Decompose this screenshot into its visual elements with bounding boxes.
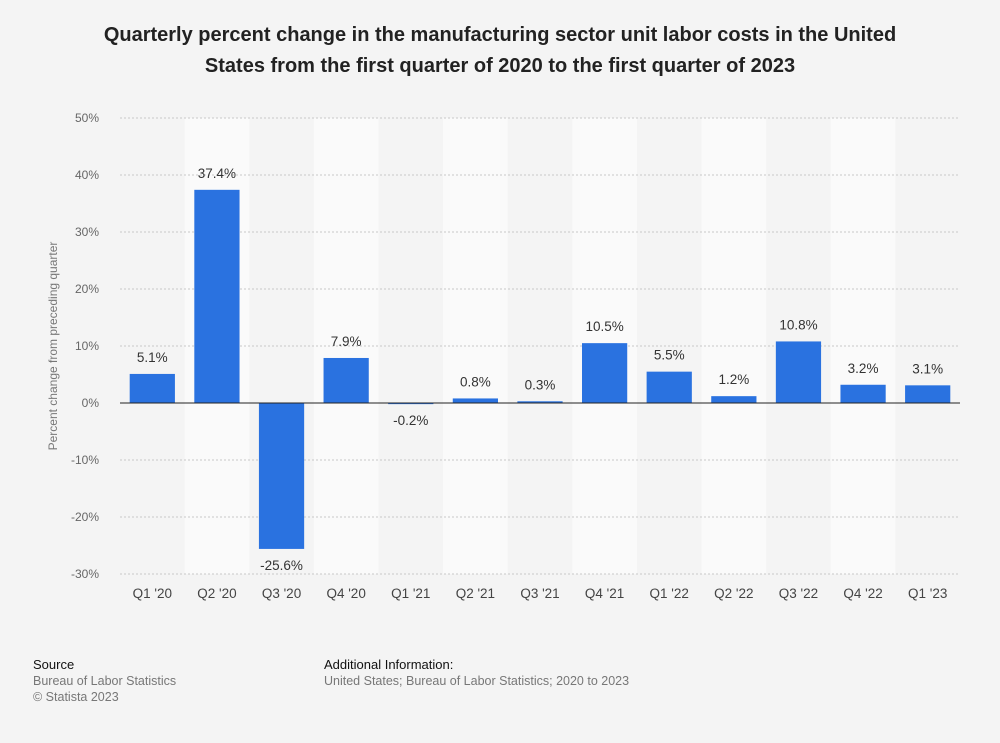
x-tick-label: Q1 '23 <box>908 586 947 601</box>
y-tick-label: -10% <box>71 453 99 467</box>
x-tick-label: Q1 '20 <box>133 586 172 601</box>
x-tick-label: Q4 '20 <box>326 586 365 601</box>
additional-info-text: United States; Bureau of Labor Statistic… <box>324 674 630 688</box>
chart-title: Quarterly percent change in the manufact… <box>40 20 960 82</box>
bar[interactable] <box>711 396 757 403</box>
x-tick-label: Q3 '22 <box>779 586 818 601</box>
bar[interactable] <box>194 189 240 403</box>
x-tick-label: Q1 '21 <box>391 586 430 601</box>
data-label: 5.5% <box>654 348 685 363</box>
data-label: 37.4% <box>198 166 236 181</box>
bar[interactable] <box>840 384 886 403</box>
y-tick-label: -30% <box>71 567 99 581</box>
bar[interactable] <box>323 357 369 403</box>
data-label: 0.3% <box>525 377 556 392</box>
bar[interactable] <box>775 341 822 403</box>
data-label: 5.1% <box>137 350 168 365</box>
bar[interactable] <box>517 401 563 403</box>
x-tick-label: Q2 '22 <box>714 586 753 601</box>
additional-info-heading[interactable]: Additional Information: <box>324 657 454 672</box>
y-tick-label: 30% <box>75 225 99 239</box>
additional-info-block: Additional Information: United States; B… <box>324 657 629 689</box>
x-tick-label: Q1 '22 <box>650 586 689 601</box>
copyright: © Statista 2023 <box>33 690 119 704</box>
bar[interactable] <box>905 385 951 403</box>
x-tick-label: Q3 '20 <box>262 586 301 601</box>
chart-title-line-1: Quarterly percent change in the manufact… <box>103 24 897 46</box>
data-label: 1.2% <box>718 372 749 387</box>
data-label: 10.8% <box>779 317 817 332</box>
bar[interactable] <box>582 343 628 403</box>
data-label: 3.2% <box>848 361 879 376</box>
data-label: 0.8% <box>460 374 491 389</box>
bar[interactable] <box>646 371 692 403</box>
source-block: Source Bureau of Labor Statistics © Stat… <box>33 657 176 705</box>
source-name[interactable]: Bureau of Labor Statistics <box>33 674 177 688</box>
y-tick-label: 50% <box>75 111 99 125</box>
y-tick-label: 10% <box>75 339 99 353</box>
bar[interactable] <box>388 403 434 405</box>
x-tick-label: Q3 '21 <box>520 586 559 601</box>
source-heading: Source <box>33 657 75 672</box>
bar[interactable] <box>129 373 175 403</box>
data-label: 3.1% <box>912 361 943 376</box>
y-tick-label: 20% <box>75 282 99 296</box>
data-label: 10.5% <box>585 319 623 334</box>
y-tick-label: 0% <box>82 396 100 410</box>
y-tick-label: 40% <box>75 168 99 182</box>
chart-title-line-2: States from the first quarter of 2020 to… <box>204 55 796 77</box>
x-tick-label: Q4 '22 <box>843 586 882 601</box>
x-tick-label: Q2 '20 <box>197 586 236 601</box>
x-tick-label: Q2 '21 <box>456 586 495 601</box>
data-label: -25.6% <box>260 558 303 573</box>
x-tick-label: Q4 '21 <box>585 586 624 601</box>
y-tick-label: -20% <box>71 510 99 524</box>
y-axis-title: Percent change from preceding quarter <box>46 242 60 451</box>
data-label: 7.9% <box>331 334 362 349</box>
bar[interactable] <box>452 398 498 403</box>
bar[interactable] <box>258 403 305 549</box>
data-label: -0.2% <box>393 413 428 428</box>
